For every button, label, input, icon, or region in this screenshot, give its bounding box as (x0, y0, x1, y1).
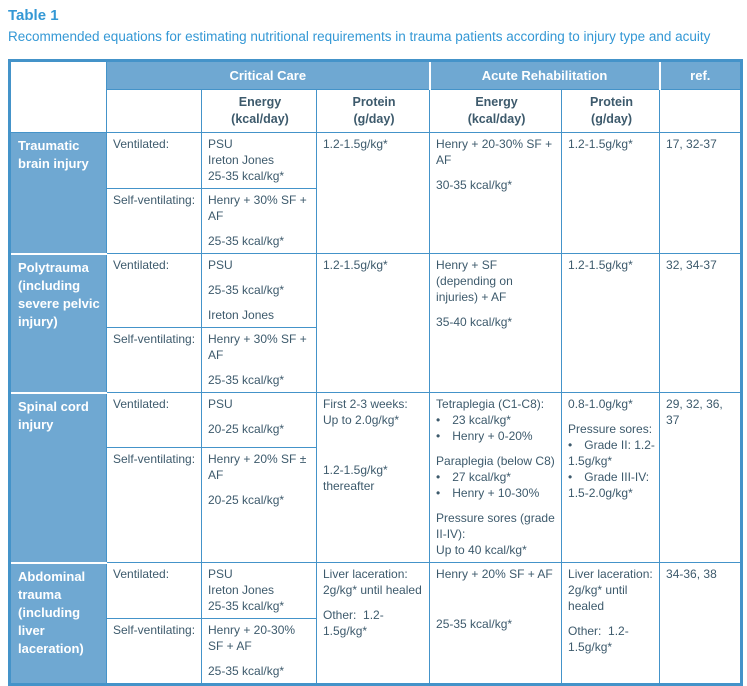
cc-protein-cell: Liver laceration: 2g/kg* until healed Oth… (315, 562, 431, 685)
cc-energy-ventilated-cell: PSU 20-25 kcal/kg* (201, 392, 317, 448)
table-row: Abdominal trauma (including liver lacera… (9, 561, 743, 685)
cc-energy-self-ventilating-cell: Henry + 20% SF ± AF 20-25 kcal/kg* (201, 446, 317, 564)
ar-protein-cell: 0.8-1.0g/kg* Pressure sores: • Grade II: … (561, 392, 661, 563)
ar-energy-cell: Henry + 20% SF + AF 25-35 kcal/kg* (429, 562, 563, 685)
self-ventilating-label: Self-ventilating: (106, 327, 202, 393)
group-header-acute-rehabilitation: Acute Rehabilitation (428, 60, 661, 90)
table-row: Polytrauma (including severe pelvic inju… (9, 252, 743, 393)
empty-header-cell (106, 89, 202, 133)
self-ventilating-label: Self-ventilating: (106, 446, 202, 564)
header-ar-energy: Energy (kcal/day) (429, 89, 563, 133)
injury-type-cell: Polytrauma (including severe pelvic inju… (9, 252, 107, 393)
self-ventilating-label: Self-ventilating: (106, 618, 202, 685)
table-row: Spinal cord injury Ventilated: PSU 20-25 … (9, 391, 743, 563)
table-title: Table 1 (8, 7, 59, 24)
cc-protein-cell: 1.2-1.5g/kg* (315, 253, 431, 393)
ref-cell: 32, 34-37 (659, 253, 743, 393)
sub-header-row: Energy (kcal/day) Protein (g/day) Energy… (10, 89, 743, 133)
self-ventilating-label: Self-ventilating: (106, 188, 202, 254)
ventilated-label: Ventilated: (106, 253, 202, 328)
ar-protein-cell: Liver laceration: 2g/kg* until healed Oth… (561, 562, 661, 685)
ar-energy-cell: Henry + SF (depending on injuries) + AF 3… (429, 253, 563, 393)
empty-header-cell (659, 89, 743, 133)
cc-energy-self-ventilating-cell: Henry + 30% SF + AF 25-35 kcal/kg* (201, 188, 317, 254)
cc-protein-cell: 1.2-1.5g/kg* (315, 132, 431, 254)
group-header-row: Critical Care Acute Rehabilitation ref. (9, 60, 743, 133)
table-row: Traumatic brain injury Ventilated: PSU I… (9, 132, 743, 254)
injury-type-cell: Traumatic brain injury (9, 132, 107, 254)
ventilated-label: Ventilated: (106, 132, 202, 189)
injury-type-cell: Spinal cord injury (9, 391, 107, 563)
header-ar-protein: Protein (g/day) (561, 89, 661, 133)
table-row: Self-ventilating: Henry + 30% SF + AF 25-… (10, 327, 742, 393)
header-cc-energy: Energy (kcal/day) (201, 89, 317, 133)
cc-energy-ventilated-cell: PSU Ireton Jones 25-35 kcal/kg* (201, 562, 317, 619)
group-header-ref: ref. (658, 60, 743, 90)
table-row: Self-ventilating: Henry + 20% SF ± AF 20-… (10, 446, 742, 564)
ar-protein-cell: 1.2-1.5g/kg* (561, 132, 661, 254)
table-row: Self-ventilating: Henry + 30% SF + AF 25-… (10, 188, 742, 254)
ar-energy-cell: Henry + 20-30% SF + AF 30-35 kcal/kg* (429, 132, 563, 254)
ar-energy-cell: Tetraplegia (C1-C8): • 23 kcal/kg* • Hen… (429, 392, 563, 563)
injury-type-cell: Abdominal trauma (including liver lacera… (9, 561, 107, 685)
corner-cell (9, 60, 107, 133)
cc-energy-ventilated-cell: PSU 25-35 kcal/kg* Ireton Jones (201, 253, 317, 328)
header-cc-protein: Protein (g/day) (315, 89, 431, 133)
cc-energy-self-ventilating-cell: Henry + 30% SF + AF 25-35 kcal/kg* (201, 327, 317, 393)
cc-protein-cell: First 2-3 weeks: Up to 2.0g/kg* 1.2-1.5g/… (315, 392, 431, 563)
ref-cell: 34-36, 38 (659, 562, 743, 685)
group-header-critical-care: Critical Care (105, 60, 431, 90)
page: { "title": "Table 1", "subtitle": "Recom… (8, 7, 744, 686)
cc-energy-ventilated-cell: PSU Ireton Jones 25-35 kcal/kg* (201, 132, 317, 189)
ventilated-label: Ventilated: (106, 562, 202, 619)
cc-energy-self-ventilating-cell: Henry + 20-30% SF + AF 25-35 kcal/kg* (201, 618, 317, 685)
ar-protein-cell: 1.2-1.5g/kg* (561, 253, 661, 393)
ref-cell: 29, 32, 36, 37 (659, 392, 743, 563)
ref-cell: 17, 32-37 (659, 132, 743, 254)
table-caption: Recommended equations for estimating nut… (8, 29, 711, 44)
ventilated-label: Ventilated: (106, 392, 202, 448)
nutrition-requirements-table: Critical Care Acute Rehabilitation ref. … (8, 59, 744, 686)
